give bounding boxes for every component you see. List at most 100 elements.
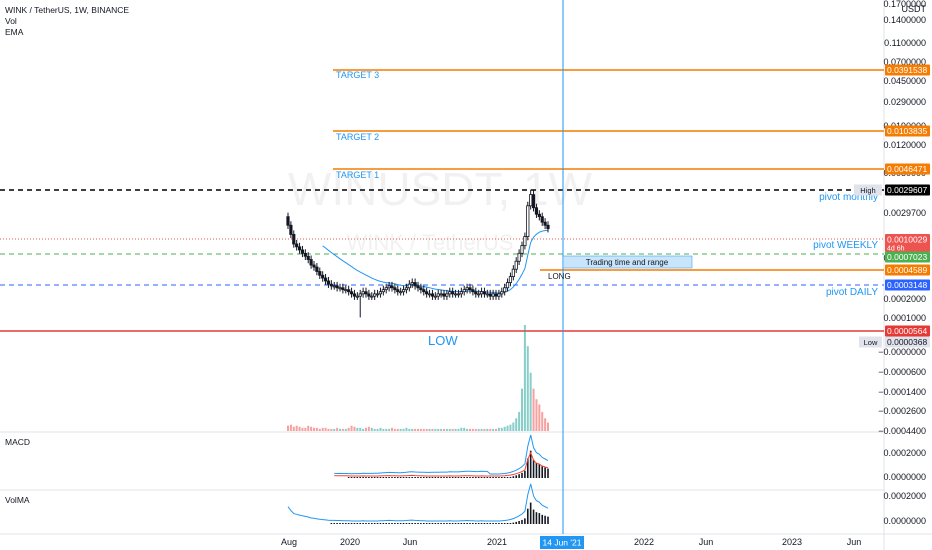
volma-bar — [486, 523, 489, 524]
volma-bar — [440, 523, 442, 524]
volume-bar — [315, 427, 318, 431]
indicator-ema: EMA — [5, 27, 24, 37]
price-tag-text: 0.0103835 — [887, 126, 927, 136]
macd-bar — [448, 477, 451, 478]
candle-body — [321, 274, 325, 279]
macd-bar — [414, 477, 416, 478]
candle-body — [381, 289, 385, 293]
volume-bar — [330, 428, 333, 431]
macd-bar — [402, 477, 405, 478]
macd-bar — [529, 450, 532, 478]
candle-body — [526, 205, 530, 237]
candle-body — [534, 207, 539, 215]
volma-bar — [495, 523, 497, 524]
ema-line — [322, 229, 549, 294]
candle-body — [384, 287, 388, 291]
volma-bar — [391, 523, 393, 524]
candle-body — [309, 259, 313, 266]
signal-line — [334, 451, 549, 477]
candle-body — [292, 234, 296, 245]
volume-bar — [298, 426, 301, 431]
volume-bar — [393, 428, 396, 431]
macd-title: MACD — [5, 437, 30, 447]
volume-bar — [289, 424, 292, 431]
candle-body — [318, 271, 322, 276]
price-tag-text: 0.0391538 — [887, 65, 927, 75]
volume-bar — [547, 422, 549, 431]
volume-bar — [440, 428, 443, 431]
time-tick: Jun — [403, 537, 418, 547]
trading-range-label: Trading time and range — [586, 258, 669, 267]
volma-bar — [451, 523, 454, 524]
volma-bar — [526, 508, 529, 524]
candle-body — [370, 295, 374, 298]
macd-bar — [521, 472, 523, 478]
macd-bar — [506, 477, 509, 478]
macd-bar — [370, 477, 373, 478]
volume-bar — [495, 428, 497, 431]
time-axis[interactable]: Aug 2020 Jun 2021 2022 Jun 2023 Jun — [281, 537, 861, 547]
macd-bar — [411, 477, 414, 478]
crosshair-time-tag — [540, 536, 584, 549]
candle-body — [338, 287, 342, 290]
candle-body — [462, 289, 466, 293]
volume-bar — [382, 428, 385, 431]
price-tag-caption-bg — [859, 336, 882, 348]
macd-bar — [489, 477, 492, 478]
volma-bar — [422, 523, 425, 524]
volume-bar — [344, 428, 347, 431]
candle-body — [537, 213, 541, 218]
volume-bar — [469, 428, 471, 431]
volume-bar — [318, 428, 321, 431]
candle-body — [312, 264, 316, 268]
volma-bar — [460, 523, 463, 524]
volume-bars — [287, 325, 549, 431]
macd-bar — [373, 477, 376, 478]
macd-bar — [457, 477, 460, 478]
candle-body — [503, 287, 507, 293]
candle-body — [401, 289, 406, 293]
price-tag-last — [885, 234, 930, 252]
macd-bar — [466, 477, 468, 478]
macd-bar — [356, 477, 359, 478]
volume-bar — [443, 428, 445, 431]
price-tag-low_line — [885, 325, 930, 337]
volma-bar — [420, 523, 422, 524]
volume-bar — [388, 428, 391, 431]
macd-bar — [396, 477, 399, 478]
price-tag-t3 — [885, 64, 930, 76]
candle-body — [451, 291, 455, 295]
target2-label: TARGET 2 — [336, 132, 379, 142]
volma-bar — [356, 523, 359, 524]
macd-bar — [446, 477, 448, 478]
candle-body — [517, 252, 521, 262]
volma-bar — [376, 523, 379, 524]
volma-bar — [463, 523, 466, 524]
price-tag-text: 0.0010029 — [887, 235, 927, 245]
macd-bar — [385, 477, 388, 478]
macd-bar — [526, 458, 529, 478]
macd-bar — [422, 477, 425, 478]
volume-bar — [535, 399, 538, 431]
volume-bar — [414, 428, 417, 431]
volume-bar — [365, 427, 367, 431]
candle-body — [295, 243, 299, 248]
macd-bar — [477, 477, 480, 478]
macd-bar — [434, 477, 437, 478]
volma-bar — [336, 523, 338, 524]
volma-bar — [541, 514, 544, 524]
volma-bar — [402, 523, 405, 524]
volume-bar — [541, 411, 544, 431]
candle-body — [361, 291, 365, 295]
candle-body — [332, 285, 336, 288]
price-tag-caption: High — [860, 186, 875, 195]
trading-range-box[interactable] — [562, 255, 693, 269]
candle-body — [439, 293, 443, 296]
price-axis[interactable]: 0.1700000 0.1400000 0.1100000 0.0700000 0.04… — [878, 0, 926, 436]
candle-body — [390, 285, 394, 289]
volume-bar — [445, 428, 448, 431]
candle-body — [494, 293, 498, 297]
volume-bar — [497, 427, 500, 431]
candle-body — [497, 293, 501, 297]
